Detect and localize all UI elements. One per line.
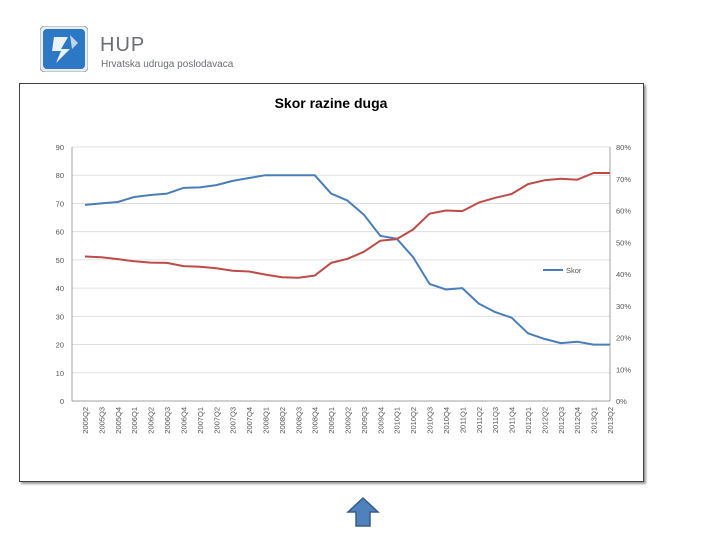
x-tick-label: 2009Q4: [376, 407, 385, 434]
x-tick-label: 2005Q2: [81, 407, 90, 434]
series-line-skor: [84, 174, 610, 346]
x-tick-label: 2012Q4: [573, 407, 582, 434]
x-tick-label: 2005Q3: [97, 407, 106, 434]
x-tick-label: 2007Q1: [196, 407, 205, 434]
series-line-second: [84, 172, 610, 279]
y-right-tick-label: 70%: [616, 175, 631, 184]
y-left-tick-label: 20: [56, 341, 64, 350]
x-tick-label: 2010Q4: [442, 407, 451, 434]
x-tick-label: 2008Q4: [311, 407, 320, 434]
x-tick-label: 2012Q2: [540, 407, 549, 434]
x-tick-label: 2013Q2: [606, 407, 615, 434]
y-right-tick-label: 40%: [616, 270, 631, 279]
y-left-tick-label: 70: [56, 199, 64, 208]
line-chart: Skor razine duga 90 80 70 60 50 40 30 20 10 0 80% 7…: [56, 95, 632, 434]
y-left-tick-label: 0: [60, 397, 64, 406]
chart-frame: Skor razine duga 90 80 70 60 50 40 30 20 10 0 80% 7…: [19, 83, 644, 482]
chart-title: Skor razine duga: [275, 95, 388, 111]
x-tick-label: 2013Q1: [590, 407, 599, 434]
y-right-tick-label: 60%: [616, 207, 631, 216]
y-right-tick-label: 80%: [616, 143, 631, 152]
x-tick-label: 2005Q4: [114, 407, 123, 434]
hup-logo-icon: [40, 26, 88, 72]
x-tick-label: 2008Q1: [261, 407, 270, 434]
x-tick-label: 2011Q1: [458, 407, 467, 433]
x-tick-label: 2007Q2: [212, 407, 221, 434]
y-right-tick-label: 0%: [616, 397, 627, 406]
x-tick-label: 2012Q1: [524, 407, 533, 434]
x-tick-label: 2011Q2: [475, 407, 484, 433]
x-tick-label: 2006Q1: [130, 407, 139, 434]
x-tick-label: 2006Q2: [147, 407, 156, 434]
x-tick-label: 2009Q2: [344, 407, 353, 434]
x-tick-label: 2009Q3: [360, 407, 369, 434]
x-tick-label: 2010Q2: [409, 407, 418, 434]
x-tick-label: 2008Q3: [294, 407, 303, 434]
up-arrow-button[interactable]: [346, 496, 380, 528]
x-tick-label: 2007Q4: [245, 407, 254, 434]
y-left-tick-label: 40: [56, 284, 64, 293]
y-right-tick-label: 20%: [616, 334, 631, 343]
x-tick-label: 2009Q1: [327, 407, 336, 434]
y-left-tick-label: 60: [56, 228, 64, 237]
y-left-tick-label: 90: [56, 143, 64, 152]
y-right-tick-label: 50%: [616, 238, 631, 247]
y-left-tick-label: 80: [56, 171, 64, 180]
y-left-tick-label: 10: [56, 369, 64, 378]
x-tick-label: 2006Q3: [163, 407, 172, 434]
brand-name: HUP: [100, 34, 146, 56]
x-tick-label: 2010Q1: [393, 407, 402, 434]
brand-subtitle: Hrvatska udruga poslodavaca: [101, 59, 234, 70]
y-right-tick-label: 10%: [616, 365, 631, 374]
x-tick-label: 2011Q4: [508, 407, 517, 433]
y-left-tick-label: 30: [56, 312, 64, 321]
y-right-tick-label: 30%: [616, 302, 631, 311]
up-arrow-icon: [346, 496, 380, 527]
legend-label-skor: Skor: [566, 266, 582, 275]
x-tick-label: 2011Q3: [491, 407, 500, 433]
x-tick-label: 2010Q3: [426, 407, 435, 434]
x-tick-label: 2008Q2: [278, 407, 287, 434]
y-left-tick-label: 50: [56, 256, 64, 265]
x-tick-label: 2006Q4: [179, 407, 188, 434]
x-tick-label: 2007Q3: [229, 407, 238, 434]
x-tick-label: 2012Q3: [557, 407, 566, 434]
